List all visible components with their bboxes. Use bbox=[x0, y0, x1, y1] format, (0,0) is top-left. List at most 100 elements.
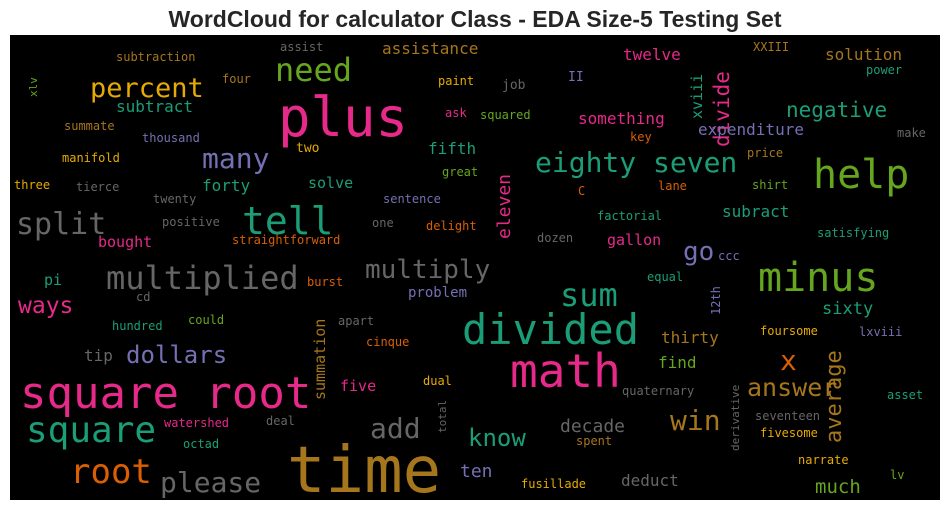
word-percent: percent bbox=[90, 73, 204, 104]
word-need: need bbox=[275, 51, 352, 89]
word-deduct: deduct bbox=[621, 471, 679, 490]
word-help: help bbox=[813, 152, 909, 198]
word-xviii: xviii bbox=[688, 74, 706, 119]
word-tierce: tierce bbox=[76, 180, 119, 194]
word-watershed: watershed bbox=[164, 416, 229, 430]
word-summate: summate bbox=[64, 119, 115, 133]
word-find: find bbox=[658, 353, 697, 372]
word-many: many bbox=[202, 142, 269, 175]
word-sum: sum bbox=[560, 276, 618, 314]
word-price: price bbox=[747, 146, 783, 160]
wordcloud-canvas: time plus square root math divided minus help s… bbox=[10, 35, 940, 500]
chart-title: WordCloud for calculator Class - EDA Siz… bbox=[168, 6, 782, 32]
word-lxviii: lxviii bbox=[859, 325, 902, 339]
word-fusillade: fusillade bbox=[521, 477, 586, 491]
word-subract: subract bbox=[722, 202, 789, 221]
word-multiply: multiply bbox=[365, 255, 490, 285]
word-ask: ask bbox=[445, 106, 467, 120]
word-apart: apart bbox=[338, 314, 374, 328]
word-something: something bbox=[578, 109, 665, 128]
word-forty: forty bbox=[202, 176, 251, 195]
word-asset: asset bbox=[887, 388, 923, 402]
word-great: great bbox=[442, 165, 478, 179]
word-c: C bbox=[578, 184, 585, 198]
word-solution: solution bbox=[825, 45, 902, 64]
word-burst: burst bbox=[307, 275, 343, 289]
word-summation: summation bbox=[311, 319, 329, 400]
word-xlv: xlv bbox=[27, 77, 40, 97]
word-time: time bbox=[287, 434, 441, 500]
word-square-root: square root bbox=[20, 368, 311, 419]
word-expenditure: expenditure bbox=[698, 120, 804, 139]
word-eighty-seven: eighty seven bbox=[535, 146, 737, 179]
word-tell: tell bbox=[242, 199, 334, 243]
word-five: five bbox=[340, 377, 376, 395]
word-fivesome: fivesome bbox=[760, 426, 818, 440]
word-dollars: dollars bbox=[126, 341, 227, 369]
word-minus: minus bbox=[758, 255, 878, 301]
word-shirt: shirt bbox=[752, 178, 788, 192]
word-gallon: gallon bbox=[607, 231, 661, 249]
word-positive: positive bbox=[162, 215, 220, 229]
word-ten: ten bbox=[460, 461, 493, 482]
word-paint: paint bbox=[438, 74, 474, 88]
word-one: one bbox=[372, 216, 394, 230]
word-tip: tip bbox=[84, 346, 113, 365]
word-pi: pi bbox=[44, 271, 62, 289]
word-win: win bbox=[670, 404, 721, 437]
word-12th: 12th bbox=[709, 286, 723, 315]
word-ccc: ccc bbox=[718, 249, 740, 263]
word-cinque: cinque bbox=[366, 335, 409, 349]
word-subtraction: subtraction bbox=[116, 50, 195, 64]
word-divide: divide bbox=[710, 71, 734, 147]
word-octad: octad bbox=[183, 437, 219, 451]
word-please: please bbox=[160, 466, 261, 499]
word-xxiii: XXIII bbox=[753, 40, 789, 54]
word-dozen: dozen bbox=[537, 231, 573, 245]
word-problem: problem bbox=[408, 285, 467, 301]
word-make: make bbox=[897, 126, 926, 140]
word-root: root bbox=[70, 452, 152, 492]
word-plus: plus bbox=[278, 86, 408, 149]
word-ways: ways bbox=[18, 293, 73, 319]
word-spent: spent bbox=[576, 434, 612, 448]
word-lane: lane bbox=[658, 179, 687, 193]
word-power: power bbox=[866, 63, 902, 77]
word-thirty: thirty bbox=[661, 328, 719, 347]
word-divided: divided bbox=[462, 305, 639, 354]
word-narrate: narrate bbox=[798, 453, 849, 467]
word-twenty: twenty bbox=[153, 192, 196, 206]
word-two: two bbox=[296, 141, 319, 156]
word-math: math bbox=[510, 344, 621, 398]
word-seventeen: seventeen bbox=[755, 409, 820, 423]
word-straightforward: straightforward bbox=[232, 233, 340, 247]
word-derivative: derivative bbox=[729, 385, 742, 451]
word-subtract: subtract bbox=[116, 97, 193, 116]
word-three: three bbox=[14, 178, 50, 192]
word-bought: bought bbox=[98, 233, 152, 251]
word-answer: answer bbox=[747, 373, 837, 402]
word-squared: squared bbox=[480, 108, 531, 122]
word-twelve: twelve bbox=[623, 45, 681, 64]
word-satisfying: satisfying bbox=[817, 226, 889, 240]
word-four: four bbox=[222, 72, 251, 86]
word-decade: decade bbox=[560, 416, 625, 437]
word-square: square bbox=[26, 410, 156, 451]
word-deal: deal bbox=[266, 414, 295, 428]
word-factorial: factorial bbox=[597, 209, 662, 223]
word-delight: delight bbox=[426, 219, 477, 233]
word-split: split bbox=[16, 207, 106, 242]
word-assistance: assistance bbox=[382, 39, 478, 58]
word-multiplied: multiplied bbox=[106, 259, 299, 297]
word-add: add bbox=[370, 412, 421, 445]
word-could: could bbox=[188, 313, 224, 327]
word-ii: II bbox=[568, 70, 584, 85]
word-dual: dual bbox=[423, 374, 452, 388]
word-fifth: fifth bbox=[428, 139, 476, 158]
word-eleven: eleven bbox=[494, 174, 515, 239]
word-negative: negative bbox=[786, 98, 887, 122]
word-assist: assist bbox=[280, 40, 323, 54]
word-x: x bbox=[780, 344, 797, 377]
word-total: total bbox=[436, 400, 449, 433]
